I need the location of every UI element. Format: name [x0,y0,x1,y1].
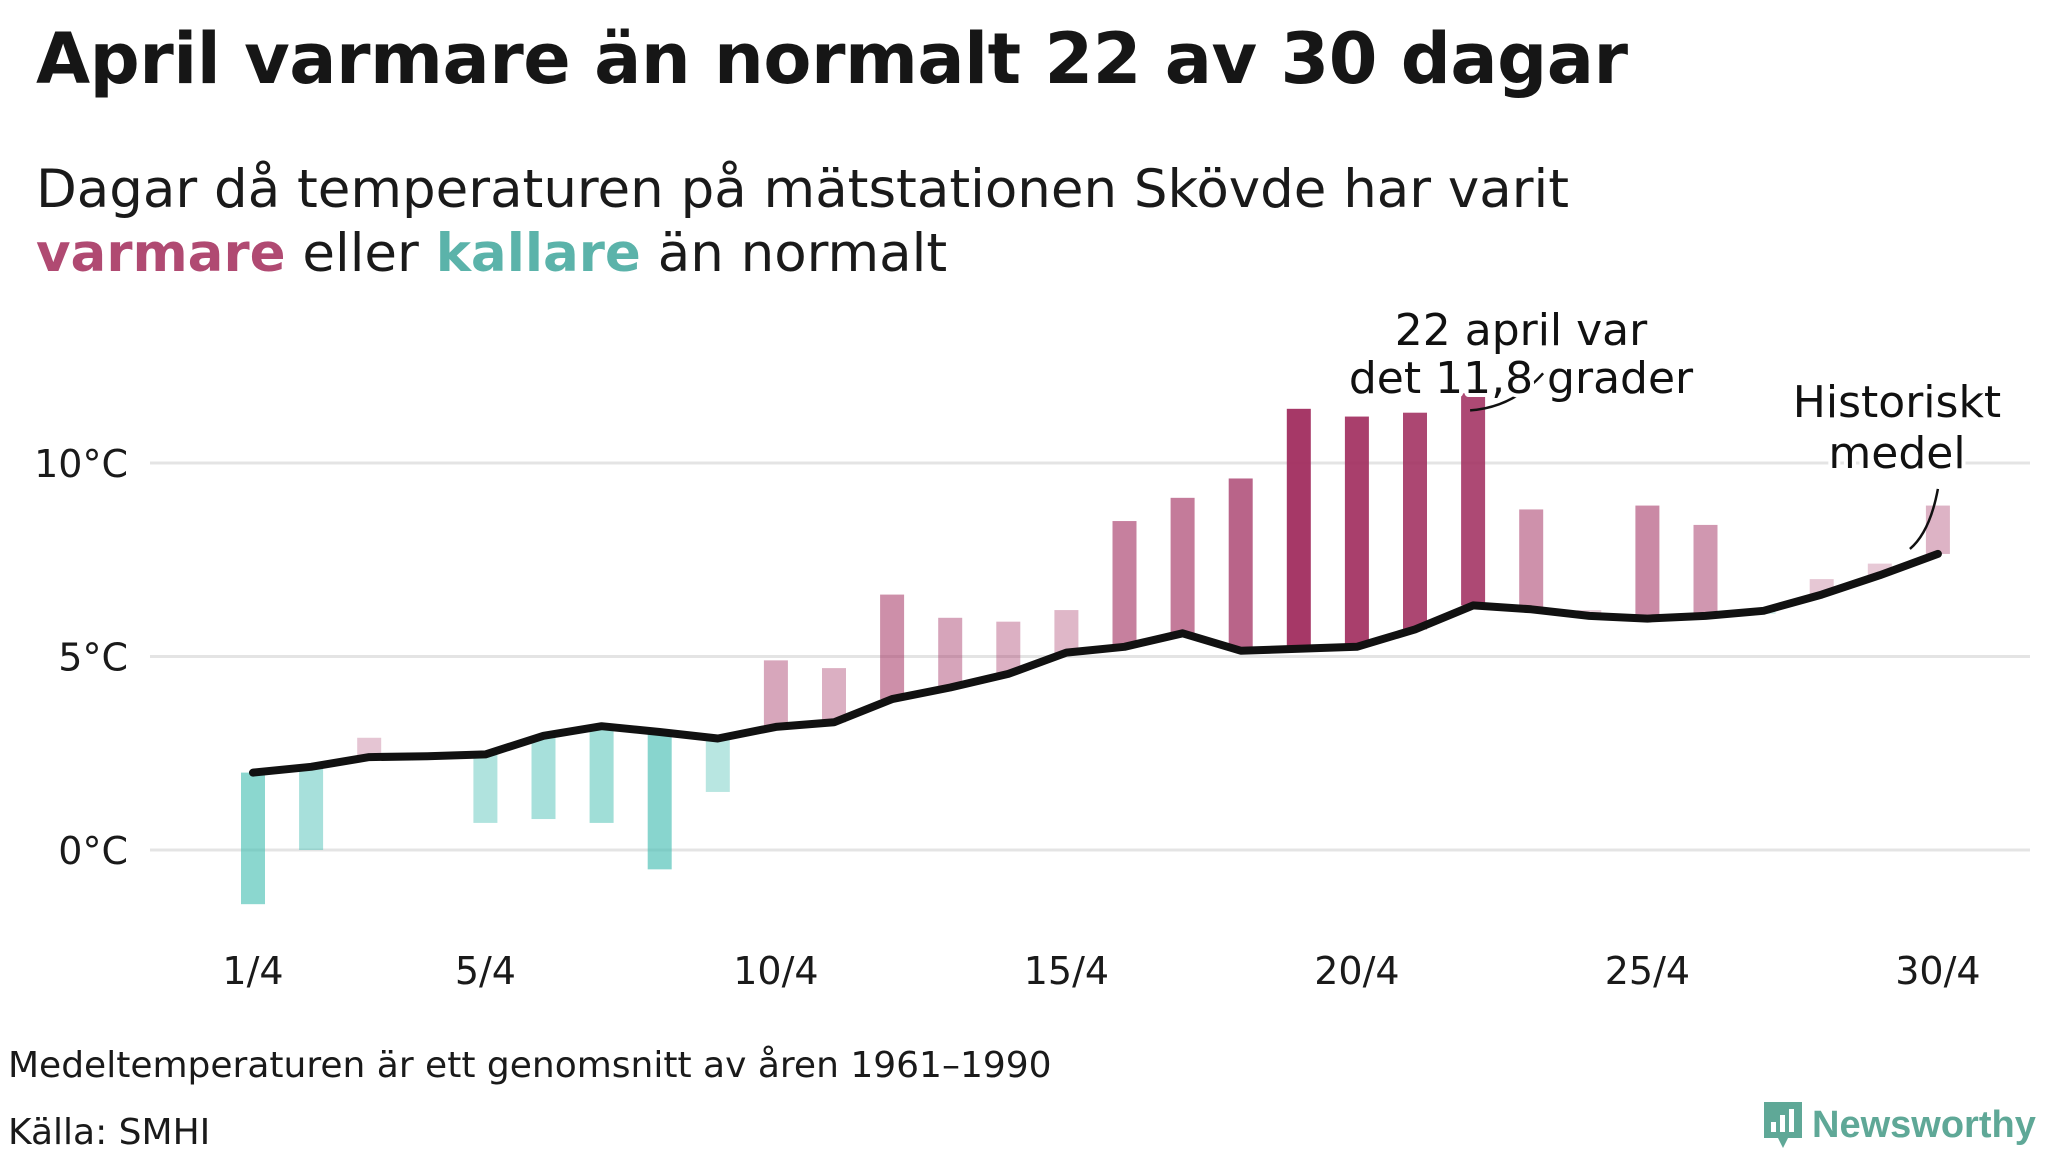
bar-day-10 [763,660,788,727]
annotation-22-april-line-2: det 11,8 grader [1349,353,1694,404]
annotation-22-april-line-1: 22 april var [1395,305,1648,356]
x-tick-label: 30/4 [1895,949,1980,993]
newsworthy-logo[interactable]: Newsworthy [1762,1100,2036,1150]
bar-day-25 [1635,505,1660,619]
bar-day-6 [531,735,556,820]
bar-day-1 [241,772,265,905]
bar-day-13 [938,617,963,688]
bar-day-22 [1461,393,1486,606]
bar-day-3 [357,737,382,758]
y-tick-label: 5°C [58,636,128,680]
grid-lines [150,461,2030,852]
bar-day-26 [1693,524,1718,616]
bar-day-5 [473,754,498,823]
annotation-leader-22-april [1470,372,1545,412]
footnote-source: Källa: SMHI [8,1112,211,1153]
annotation-historical-mean-line-1: Historiskt [1793,377,2001,428]
bar-day-7 [589,726,614,823]
x-tick-label: 10/4 [733,949,818,993]
bar-day-21 [1403,412,1427,630]
bar-day-16 [1112,521,1137,647]
bar-day-12 [880,594,905,700]
footnote-mean-period: Medeltemperaturen är ett genomsnitt av å… [8,1045,1052,1086]
bar-day-2 [299,766,324,850]
bar-day-18 [1228,478,1253,651]
annotation-historical-mean-line-2: medel [1828,428,1965,479]
annotation-leader-historical-mean [1909,488,1940,550]
subtitle-mid-text: eller [285,223,436,284]
bar-day-23 [1519,509,1544,610]
bar-day-29 [1867,563,1892,576]
newsworthy-logo-icon [1764,1102,1802,1148]
historical-mean-line-group [249,549,1942,777]
x-tick-label: 15/4 [1024,949,1109,993]
temperature-bars [241,393,1950,905]
chart-title: April varmare än normalt 22 av 30 dagar [36,18,1628,100]
bar-day-20 [1344,416,1369,647]
y-axis-labels: 0°C 5°C 10°C [34,442,128,873]
bar-day-17 [1170,497,1195,634]
legend-cold-word: kallare [435,223,641,284]
bar-day-19 [1286,408,1311,649]
bar-day-9 [705,738,730,792]
x-tick-label: 20/4 [1314,949,1399,993]
x-axis-labels: 1/4 5/4 10/4 15/4 20/4 25/4 30/4 [222,949,1980,993]
bar-day-14 [996,621,1021,674]
bar-day-11 [822,668,846,723]
logo-text: Newsworthy [1812,1103,2036,1146]
subtitle-end-text: än normalt [640,223,948,284]
subtitle-line-1: Dagar då temperaturen på mätstationen Sk… [36,159,1570,220]
y-tick-label: 0°C [58,829,128,873]
bar-day-15 [1054,610,1079,653]
chart-subtitle: Dagar då temperaturen på mätstationen Sk… [36,158,1569,286]
x-tick-label: 5/4 [455,949,516,993]
subtitle-line-2: varmare eller kallare än normalt [36,222,1569,286]
x-tick-label: 25/4 [1605,949,1690,993]
y-tick-label: 10°C [34,442,128,486]
legend-warm-word: varmare [36,223,286,284]
temperature-chart: 0°C 5°C 10°C 1/4 5/4 10/4 15/4 20/4 25/4 30/4 22… [34,301,2030,993]
bar-day-8 [647,731,672,870]
historical-mean-line [249,549,1942,777]
bar-day-30 [1925,505,1950,554]
x-tick-label: 1/4 [222,949,283,993]
